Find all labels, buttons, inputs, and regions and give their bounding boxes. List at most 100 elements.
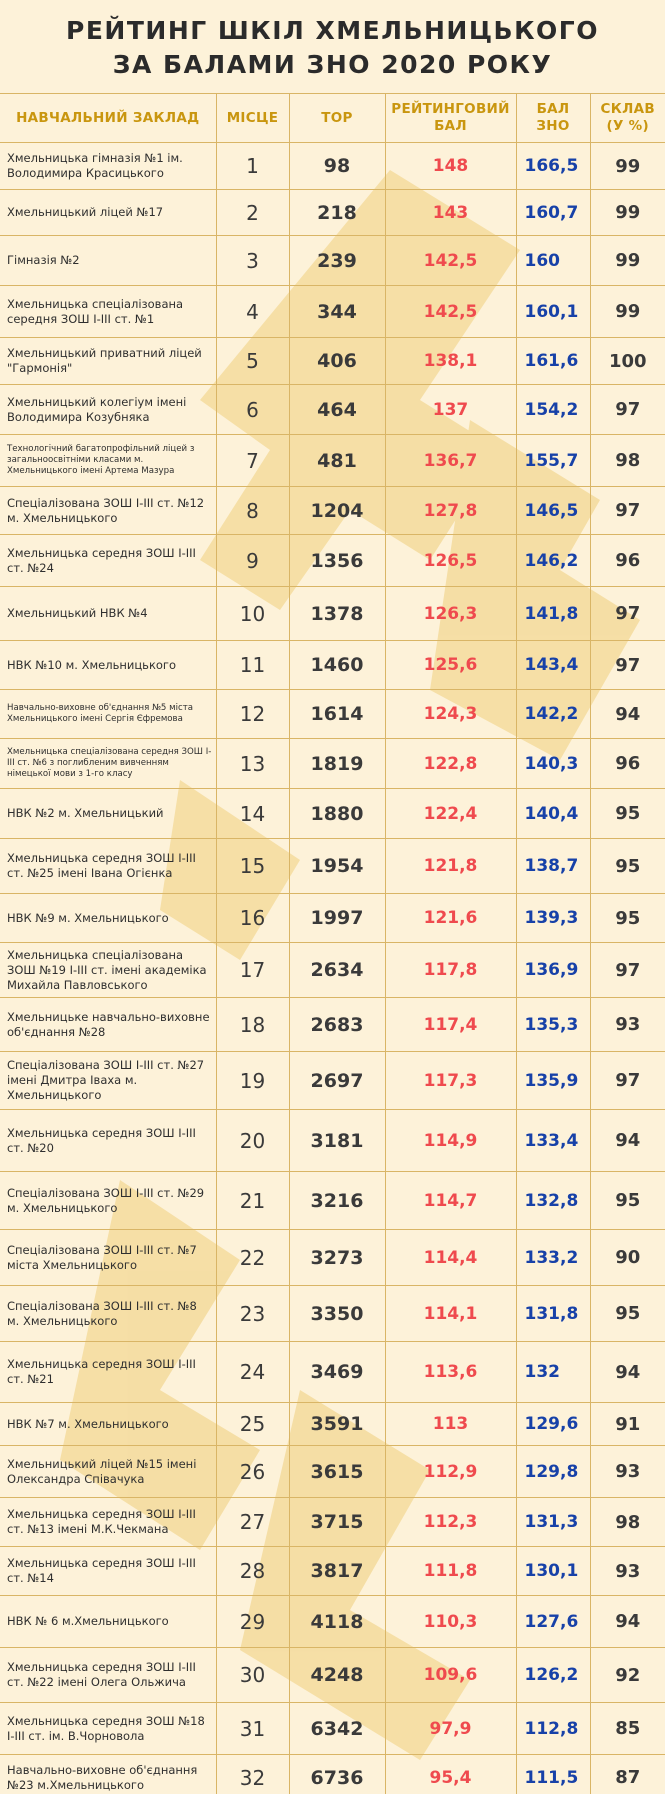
title-line-2: ЗА БАЛАМИ ЗНО 2020 РОКУ	[112, 49, 553, 79]
top-cell: 3350	[289, 1285, 386, 1342]
table-row: НВК № 6 м.Хмельницького 29 4118 110,3 127,6 9…	[0, 1595, 665, 1648]
share-cell: 97	[590, 640, 665, 690]
rating-cell: 126,3	[385, 586, 517, 641]
top-cell: 1356	[289, 534, 386, 587]
zno-cell: 142,2	[516, 689, 591, 739]
zno-cell: 160,1	[516, 285, 591, 338]
place-cell: 25	[216, 1402, 290, 1446]
place-cell: 15	[216, 838, 290, 894]
school-name: Спеціалізована ЗОШ І-ІІІ ст. №7 міста Хм…	[0, 1229, 217, 1286]
table-row: НВК №7 м. Хмельницького 25 3591 113 129,6 91	[0, 1402, 665, 1446]
top-cell: 98	[289, 142, 386, 190]
top-cell: 1954	[289, 838, 386, 894]
zno-cell: 133,4	[516, 1109, 591, 1172]
zno-cell: 135,9	[516, 1051, 591, 1110]
rating-cell: 114,7	[385, 1171, 517, 1230]
share-cell: 97	[590, 942, 665, 998]
school-name: Спеціалізована ЗОШ І-ІІІ ст. №27 імені Д…	[0, 1051, 217, 1110]
share-cell: 95	[590, 893, 665, 943]
rating-cell: 110,3	[385, 1595, 517, 1648]
school-name: Хмельницька спеціалізована середня ЗОШ І…	[0, 738, 217, 789]
zno-cell: 112,8	[516, 1702, 591, 1755]
table-row: НВК №9 м. Хмельницького 16 1997 121,6 139,3 9…	[0, 893, 665, 943]
table-row: Хмельницький ліцей №15 імені Олександра …	[0, 1445, 665, 1498]
rating-cell: 148	[385, 142, 517, 190]
table-row: Хмельницька середня ЗОШ І-ІІІ ст. №22 ім…	[0, 1647, 665, 1703]
share-cell: 96	[590, 534, 665, 587]
rating-cell: 125,6	[385, 640, 517, 690]
table-row: Хмельницька спеціалізована ЗОШ №19 І-ІІІ…	[0, 942, 665, 998]
share-cell: 98	[590, 434, 665, 487]
school-name: Хмельницька спеціалізована середня ЗОШ І…	[0, 285, 217, 338]
school-name: Спеціалізована ЗОШ І-ІІІ ст. №12 м. Хмел…	[0, 486, 217, 535]
top-cell: 344	[289, 285, 386, 338]
top-cell: 464	[289, 384, 386, 435]
rating-cell: 127,8	[385, 486, 517, 535]
zno-cell: 160,7	[516, 189, 591, 236]
table-row: Хмельницька середня ЗОШ І-ІІІ ст. №21 24 3…	[0, 1341, 665, 1403]
share-cell: 97	[590, 384, 665, 435]
share-cell: 95	[590, 838, 665, 894]
table-row: Хмельницький приватний ліцей "Гармонія" 5…	[0, 337, 665, 385]
school-name: Хмельницька гімназія №1 ім. Володимира К…	[0, 142, 217, 190]
rating-cell: 142,5	[385, 235, 517, 286]
zno-cell: 154,2	[516, 384, 591, 435]
place-cell: 10	[216, 586, 290, 641]
table-row: Хмельницька середня ЗОШ І-ІІІ ст. №24 9 13…	[0, 534, 665, 587]
zno-cell: 130,1	[516, 1546, 591, 1596]
place-cell: 14	[216, 788, 290, 839]
top-cell: 3273	[289, 1229, 386, 1286]
table-row: Хмельницьке навчально-виховне об'єднання…	[0, 997, 665, 1052]
share-cell: 93	[590, 1445, 665, 1498]
place-cell: 11	[216, 640, 290, 690]
school-name: Хмельницький колегіум імені Володимира К…	[0, 384, 217, 435]
place-cell: 20	[216, 1109, 290, 1172]
top-cell: 481	[289, 434, 386, 487]
top-cell: 1819	[289, 738, 386, 789]
rating-cell: 109,6	[385, 1647, 517, 1703]
school-name: Хмельницька спеціалізована ЗОШ №19 І-ІІІ…	[0, 942, 217, 998]
share-cell: 95	[590, 1171, 665, 1230]
school-name: Спеціалізована ЗОШ І-ІІІ ст. №8 м. Хмель…	[0, 1285, 217, 1342]
top-cell: 1204	[289, 486, 386, 535]
zno-cell: 143,4	[516, 640, 591, 690]
place-cell: 5	[216, 337, 290, 385]
top-cell: 3469	[289, 1341, 386, 1403]
share-cell: 92	[590, 1647, 665, 1703]
school-name: Хмельницьке навчально-виховне об'єднання…	[0, 997, 217, 1052]
rating-cell: 113,6	[385, 1341, 517, 1403]
rating-cell: 122,4	[385, 788, 517, 839]
share-cell: 91	[590, 1402, 665, 1446]
place-cell: 21	[216, 1171, 290, 1230]
place-cell: 32	[216, 1754, 290, 1794]
school-name: Хмельницька середня ЗОШ І-ІІІ ст. №14	[0, 1546, 217, 1596]
col-header-share-line2: (У %)	[606, 118, 649, 134]
place-cell: 23	[216, 1285, 290, 1342]
rating-cell: 121,8	[385, 838, 517, 894]
table-row: Навчально-виховне об'єднання №5 міста Хм…	[0, 689, 665, 739]
share-cell: 99	[590, 285, 665, 338]
table-row: Хмельницька середня ЗОШ І-ІІІ ст. №14 28 3…	[0, 1546, 665, 1596]
rating-cell: 126,5	[385, 534, 517, 587]
top-cell: 2697	[289, 1051, 386, 1110]
top-cell: 2683	[289, 997, 386, 1052]
zno-cell: 111,5	[516, 1754, 591, 1794]
rating-cell: 143	[385, 189, 517, 236]
top-cell: 406	[289, 337, 386, 385]
share-cell: 94	[590, 689, 665, 739]
top-cell: 4118	[289, 1595, 386, 1648]
share-cell: 100	[590, 337, 665, 385]
zno-cell: 139,3	[516, 893, 591, 943]
rating-cell: 136,7	[385, 434, 517, 487]
table-row: Хмельницький колегіум імені Володимира К…	[0, 384, 665, 435]
school-name: НВК № 6 м.Хмельницького	[0, 1595, 217, 1648]
col-header-name: НАВЧАЛЬНИЙ ЗАКЛАД	[0, 93, 217, 143]
col-header-rating-line2: БАЛ	[434, 118, 467, 134]
share-cell: 93	[590, 1546, 665, 1596]
zno-cell: 129,6	[516, 1402, 591, 1446]
zno-cell: 166,5	[516, 142, 591, 190]
col-header-top: TOP	[289, 93, 386, 143]
table-row: Хмельницька спеціалізована середня ЗОШ І…	[0, 285, 665, 338]
col-header-zno: БАЛ ЗНО	[516, 93, 591, 143]
zno-cell: 131,8	[516, 1285, 591, 1342]
